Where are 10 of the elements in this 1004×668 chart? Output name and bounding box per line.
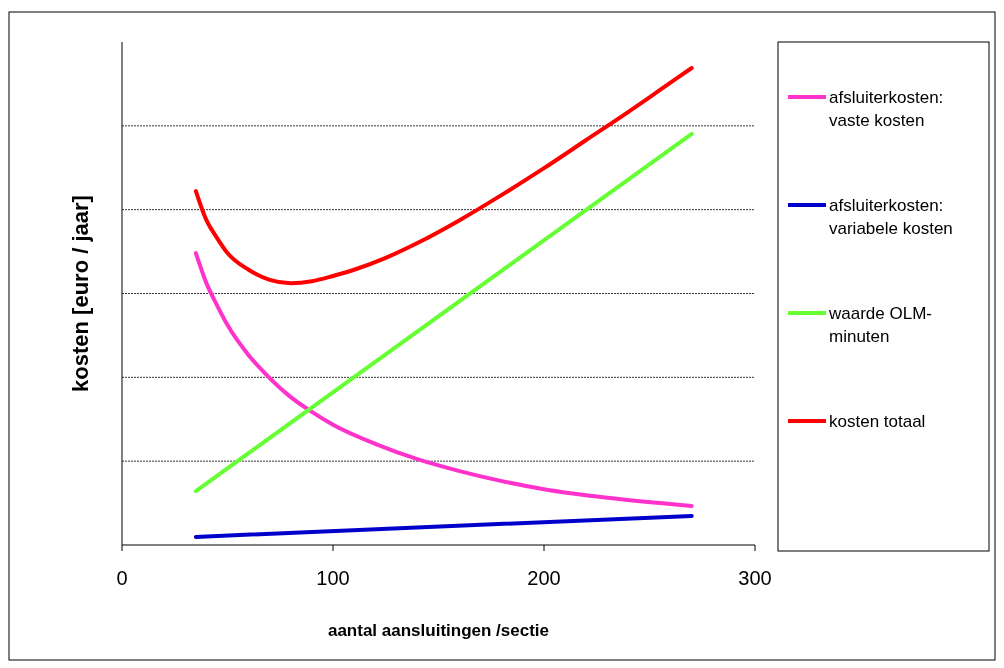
legend-label: kosten totaal <box>829 412 926 431</box>
legend-label: waarde OLM-minuten <box>828 304 932 346</box>
legend-label: afsluiterkosten: vaste kosten <box>829 88 944 130</box>
x-tick-label: 0 <box>116 567 128 589</box>
legend-label: afsluiterkosten: variabele kosten <box>829 196 953 238</box>
x-tick-label: 200 <box>527 567 561 589</box>
x-tick-label: 300 <box>738 567 772 589</box>
x-axis-title: aantal aansluitingen /sectie <box>327 621 550 640</box>
x-tick-label: 100 <box>316 567 350 589</box>
y-axis-title: kosten [euro / jaar] <box>68 195 93 392</box>
